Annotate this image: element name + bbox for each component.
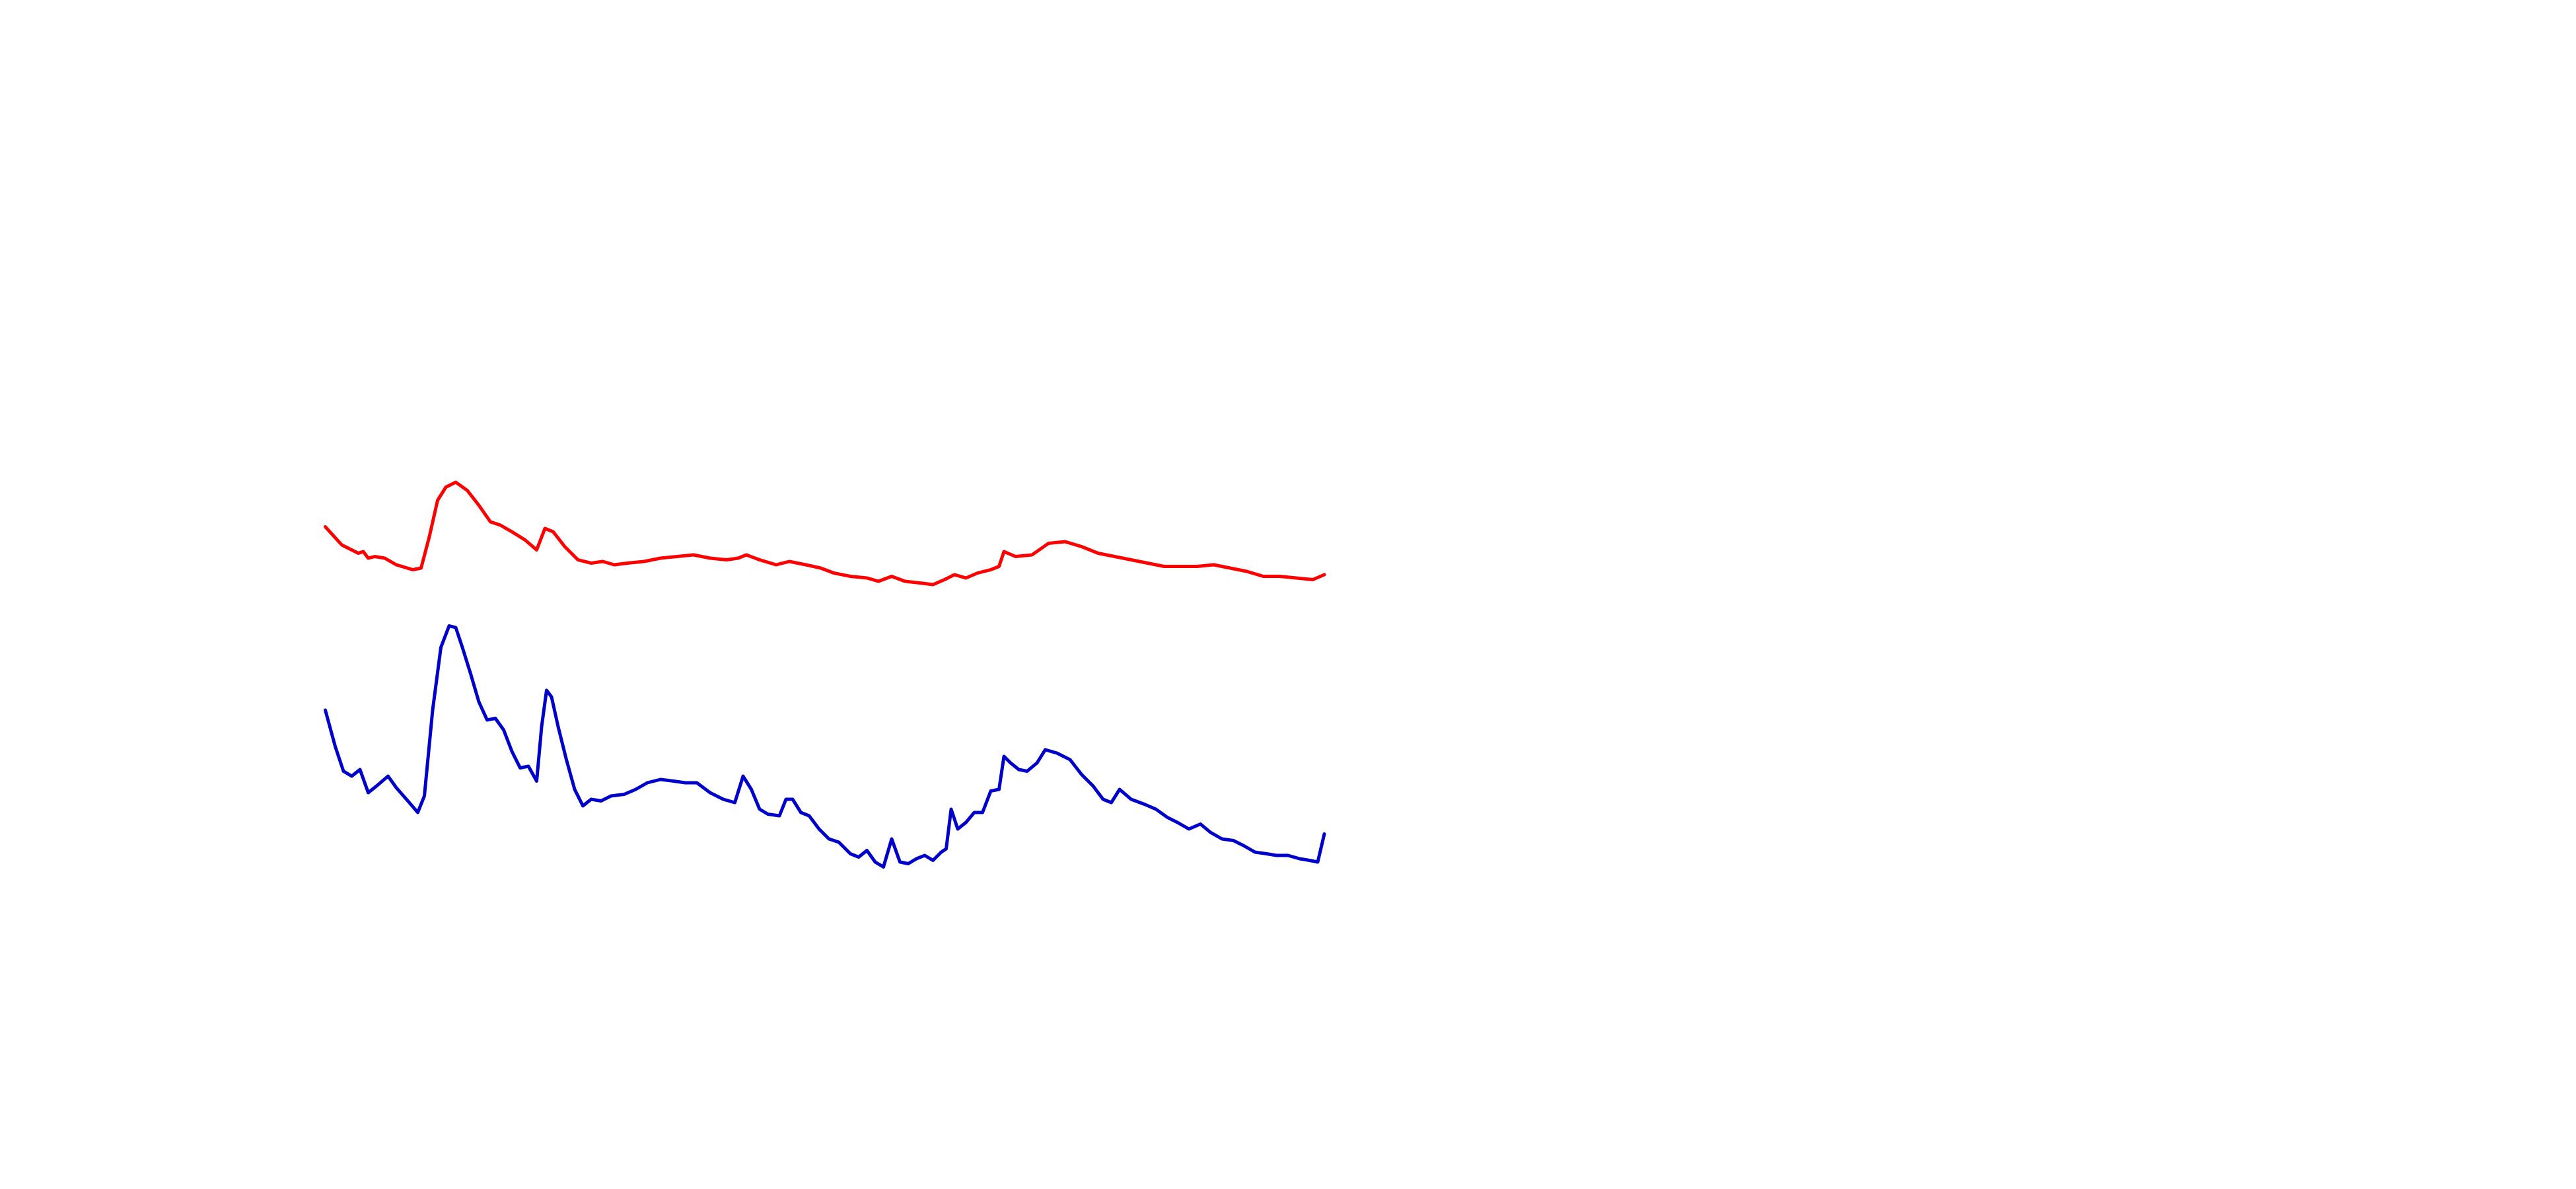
line-series [324, 624, 1326, 869]
line-series [324, 480, 1326, 587]
